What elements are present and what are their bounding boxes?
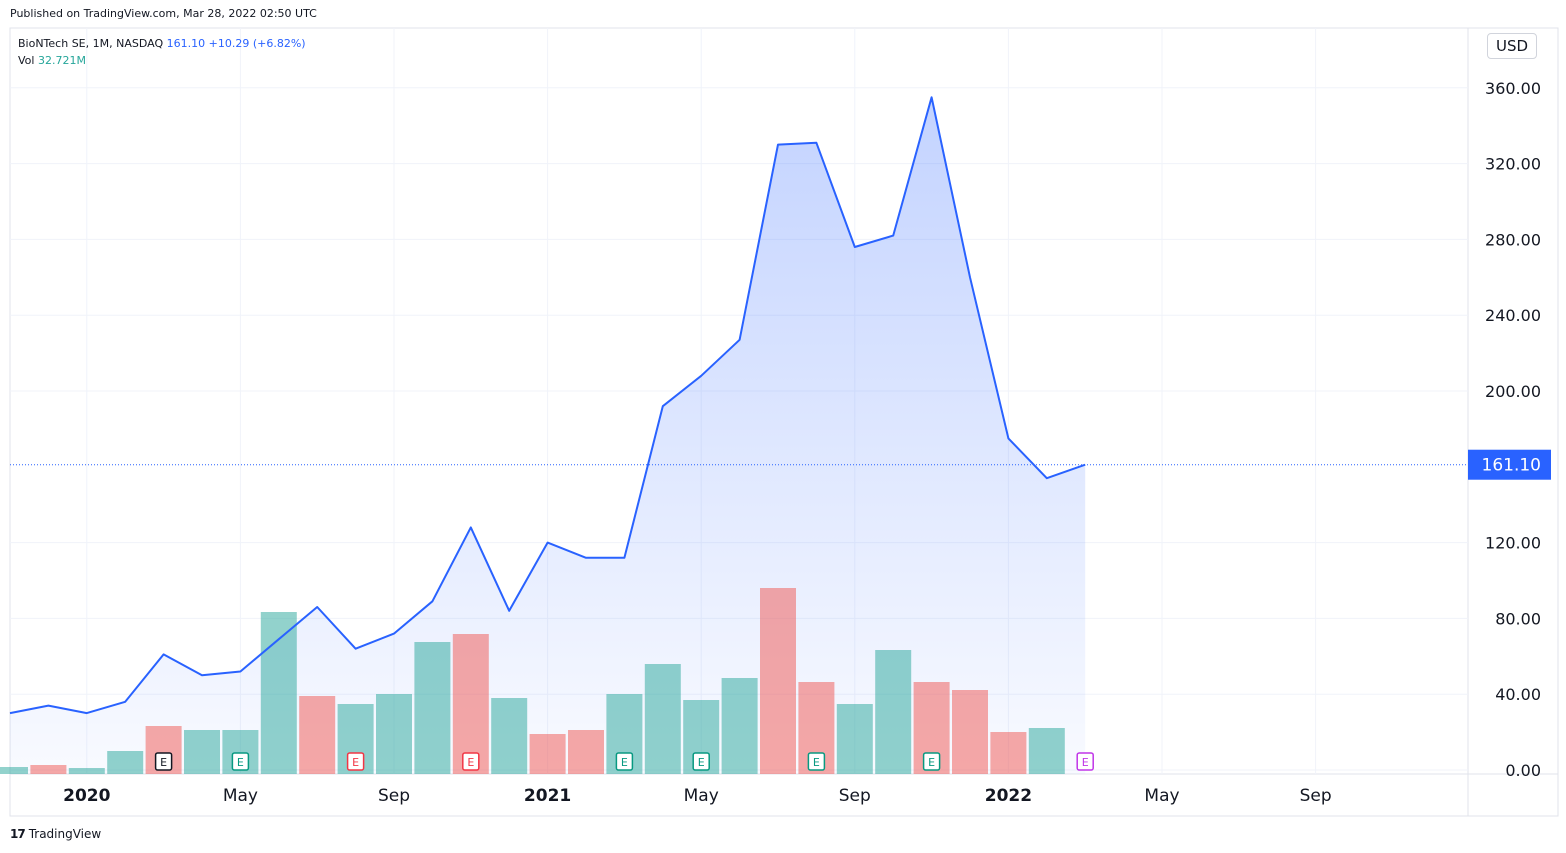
volume-bar	[452, 634, 489, 774]
earnings-marker-label: E	[698, 756, 705, 769]
volume-bar	[952, 690, 988, 774]
volume-bar	[30, 765, 67, 774]
x-tick-label: May	[1144, 786, 1179, 806]
y-tick-label: 360.00	[1485, 79, 1541, 98]
earnings-marker-box	[692, 752, 710, 771]
volume-bar	[529, 734, 566, 774]
earnings-marker: E	[154, 752, 173, 771]
footer-brand[interactable]: 17 TradingView	[10, 827, 101, 841]
earnings-marker-label: E	[467, 756, 474, 769]
volume-bar	[1028, 728, 1065, 774]
y-tick-label: 280.00	[1485, 230, 1541, 249]
earnings-marker-box	[615, 752, 634, 771]
y-tick-label: 240.00	[1485, 306, 1541, 325]
x-tick-label: Sep	[378, 786, 410, 806]
y-tick-label: 120.00	[1485, 534, 1541, 553]
volume-bar	[990, 732, 1027, 774]
currency-button[interactable]: USD	[1487, 33, 1537, 59]
volume-bar	[760, 588, 796, 774]
last-price-tag	[1468, 449, 1551, 480]
earnings-marker: E	[615, 752, 634, 771]
y-tick-label: 40.00	[1495, 685, 1541, 704]
chart-frame	[9, 27, 1559, 817]
volume-bar	[299, 696, 336, 774]
tradingview-logo-icon: 17	[10, 827, 26, 841]
tradingview-label: TradingView	[28, 827, 102, 841]
last-price: 161.10	[166, 37, 206, 50]
published-caption: Published on TradingView.com, Mar 28, 20…	[10, 7, 317, 20]
volume-label: Vol	[18, 54, 35, 67]
volume-bar	[184, 730, 220, 774]
x-tick-label: 2020	[63, 786, 110, 806]
earnings-marker-label: E	[160, 756, 167, 769]
volume-bar	[107, 751, 144, 774]
earnings-marker: E	[1076, 752, 1094, 771]
symbol-label: BioNTech SE, 1M, NASDAQ	[18, 37, 164, 50]
earnings-marker-box	[346, 752, 365, 771]
y-tick-label: 320.00	[1485, 155, 1541, 174]
earnings-marker: E	[922, 752, 941, 771]
earnings-marker-label: E	[621, 756, 628, 769]
volume-bar	[376, 694, 412, 774]
earnings-marker-label: E	[1082, 756, 1089, 769]
x-tick-label: Sep	[839, 786, 871, 806]
x-tick-label: 2022	[985, 786, 1032, 806]
x-tick-label: 2021	[524, 786, 571, 806]
last-price-tag-label: 161.10	[1482, 456, 1541, 476]
earnings-marker: E	[462, 752, 480, 771]
volume-bar	[491, 698, 528, 774]
earnings-marker-box	[154, 752, 173, 771]
earnings-marker-box	[922, 752, 941, 771]
volume-bar	[721, 678, 758, 774]
earnings-marker: E	[231, 752, 250, 771]
x-tick-label: Sep	[1300, 786, 1332, 806]
earnings-marker-label: E	[928, 756, 935, 769]
volume-bar	[568, 730, 604, 774]
x-tick-label: May	[223, 786, 258, 806]
earnings-marker-label: E	[352, 756, 359, 769]
earnings-marker-box	[462, 752, 480, 771]
volume-bar	[414, 642, 451, 774]
x-tick-label: May	[684, 786, 719, 806]
volume-value: 32.721M	[37, 54, 86, 67]
chart-legend: BioNTech SE, 1M, NASDAQ 161.10 +10.29 (+…	[18, 35, 306, 69]
earnings-marker-label: E	[813, 756, 820, 769]
volume-bar	[644, 664, 681, 774]
earnings-marker-box	[231, 752, 250, 771]
price-area-fill	[10, 97, 1086, 775]
price-change: +10.29 (+6.82%)	[208, 37, 306, 50]
volume-bar	[0, 767, 28, 774]
earnings-marker-box	[807, 752, 826, 771]
volume-bar	[260, 612, 297, 774]
y-tick-label: 0.00	[1505, 761, 1541, 780]
volume-bar	[875, 650, 912, 774]
volume-bar	[836, 704, 873, 774]
volume-bar	[68, 768, 105, 774]
y-tick-label: 80.00	[1495, 609, 1541, 628]
earnings-marker: E	[807, 752, 826, 771]
y-tick-label: 200.00	[1485, 382, 1541, 401]
earnings-marker: E	[346, 752, 365, 771]
earnings-marker-label: E	[237, 756, 244, 769]
earnings-marker-box	[1076, 752, 1094, 771]
earnings-marker: E	[692, 752, 710, 771]
